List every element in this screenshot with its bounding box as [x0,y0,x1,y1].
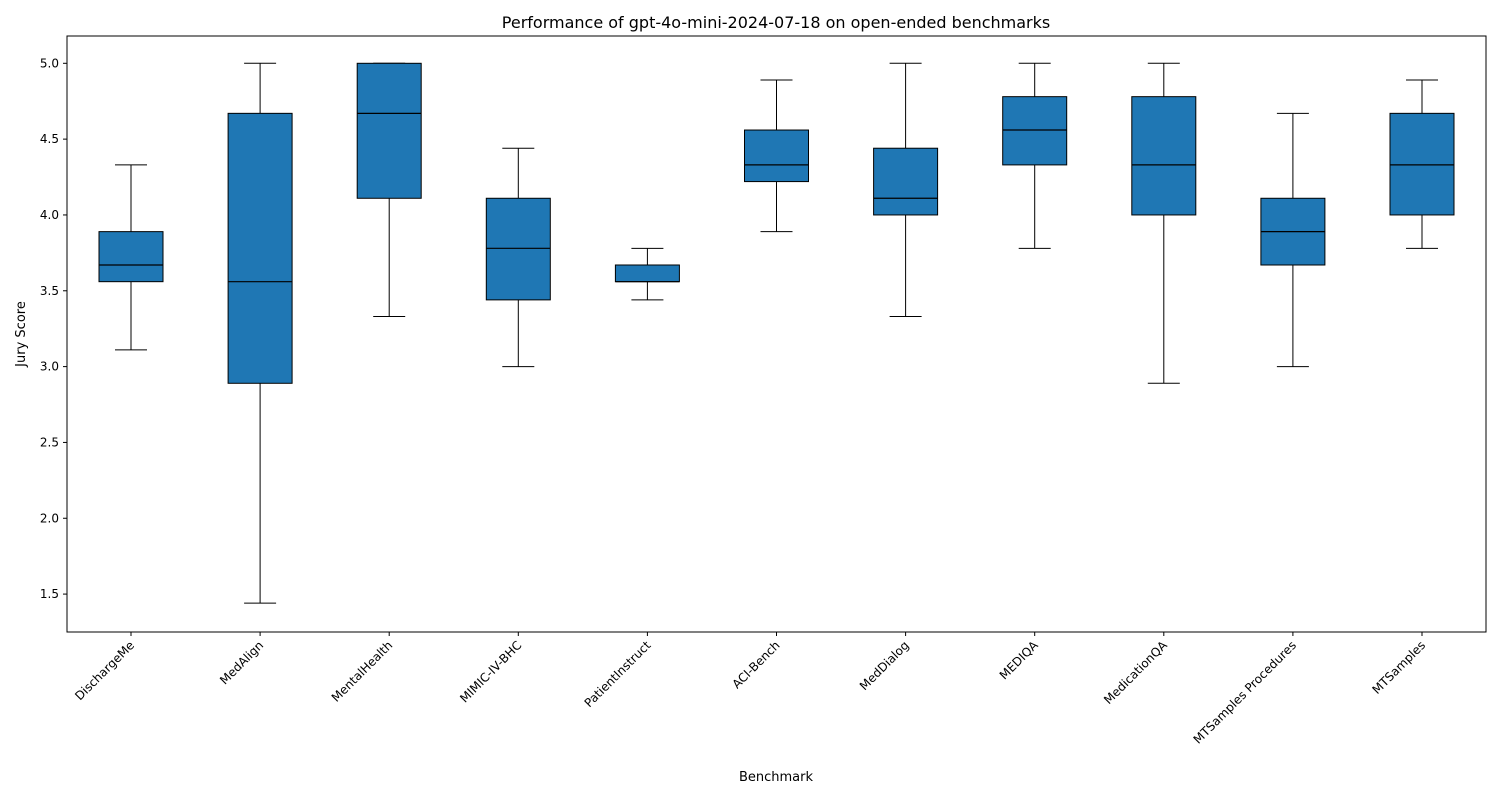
boxes-group [98,62,1455,604]
y-tick-label: 2.0 [40,511,59,525]
y-tick-label: 1.5 [40,587,59,601]
x-axis-label: Benchmark [739,770,814,785]
y-axis-label: Jury Score [14,301,29,368]
iqr-box [744,129,809,183]
x-tick-label: MedicationQA [1101,638,1170,707]
y-tick-label: 4.5 [40,132,59,146]
chart-title: Performance of gpt-4o-mini-2024-07-18 on… [502,13,1050,32]
box-9 [1260,112,1326,368]
x-tick-label: MEDIQA [997,638,1042,683]
x-tick-label: MentalHealth [329,638,396,705]
y-tick-label: 3.0 [40,360,59,374]
box-4 [614,247,680,301]
y-axis: 1.5 2.0 2.5 3.0 3.5 4.0 4.5 5.0 [40,56,67,601]
box-7 [1002,62,1068,249]
box-10 [1389,79,1455,249]
box-2 [356,62,422,318]
y-tick-label: 3.5 [40,284,59,298]
x-tick-label: MTSamples Procedures [1191,638,1299,746]
iqr-box [485,197,551,301]
iqr-box [1002,96,1068,166]
x-tick-label: ACI-Bench [729,638,782,691]
box-3 [485,147,551,368]
iqr-box [227,112,293,384]
iqr-box [356,62,422,199]
x-tick-label: MTSamples [1369,638,1428,697]
box-5 [744,79,809,233]
x-tick-label: MedDialog [857,638,912,693]
iqr-box [614,264,680,283]
y-tick-label: 5.0 [40,56,59,70]
x-axis: DischargeMe MedAlign MentalHealth MIMIC-IV-… [72,632,1428,747]
iqr-box [873,147,939,216]
x-tick-label: PatientInstruct [582,638,654,710]
x-tick-label: DischargeMe [72,638,137,703]
iqr-box [1389,112,1455,216]
box-1 [227,62,293,604]
x-tick-label: MedAlign [217,638,266,687]
y-tick-label: 2.5 [40,435,59,449]
iqr-box [98,231,164,283]
x-tick-label: MIMIC-IV-BHC [457,638,524,705]
iqr-box [1131,96,1197,216]
box-0 [98,164,164,351]
box-8 [1131,62,1197,384]
box-6 [873,62,939,318]
y-tick-label: 4.0 [40,208,59,222]
